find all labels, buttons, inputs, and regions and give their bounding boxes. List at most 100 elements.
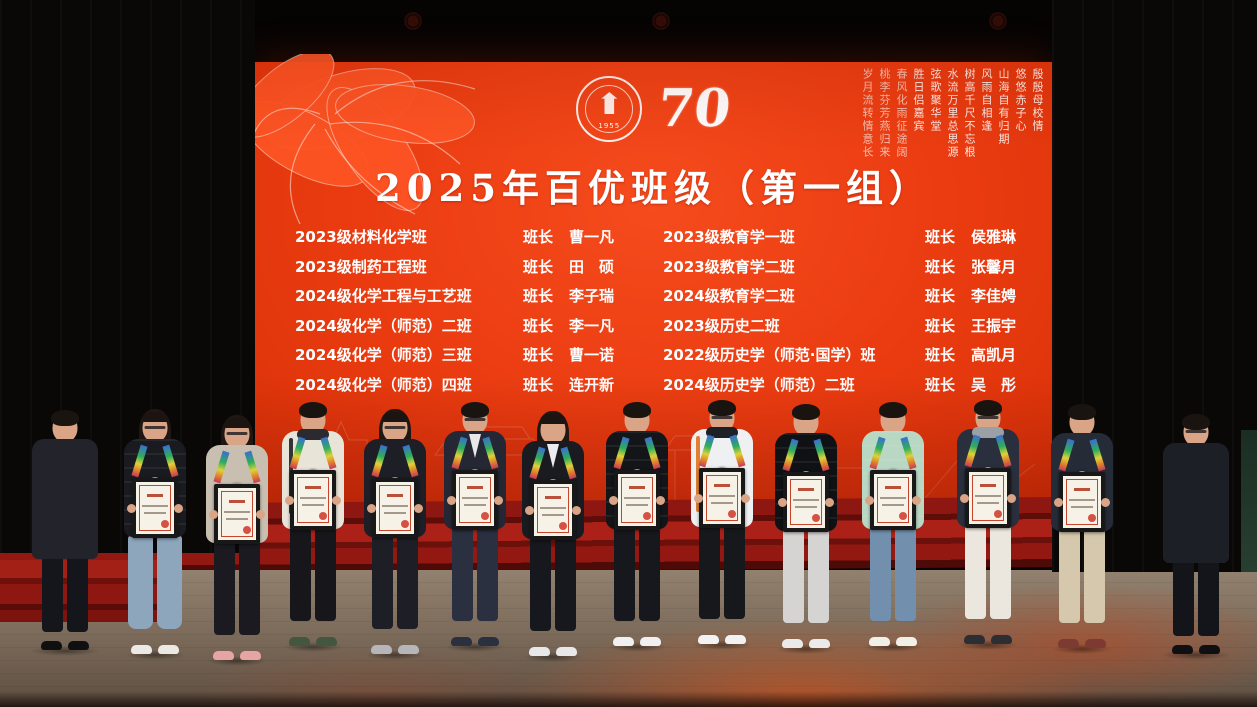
role-label: 班长 (925, 375, 956, 394)
shoe (1058, 639, 1079, 648)
shoe (131, 645, 152, 654)
glasses (226, 432, 248, 435)
role-label: 班长 (925, 228, 956, 247)
monitor-name: 李子瑞 (569, 287, 615, 306)
collar (297, 429, 329, 440)
hand (127, 504, 136, 513)
certificate (290, 470, 336, 530)
poem-column: 春风化雨征途阔 (895, 68, 908, 159)
pants (614, 527, 635, 621)
pants (214, 541, 235, 635)
class-name: 2024级历史学（师范）二班 (663, 375, 855, 394)
hand (1101, 498, 1110, 507)
shoe (158, 645, 179, 654)
role-label: 班长 (925, 346, 956, 365)
class-name: 2024级化学工程与工艺班 (295, 287, 472, 306)
hand (1007, 494, 1016, 503)
monitor-name: 田 硕 (569, 257, 615, 276)
pants (128, 535, 153, 629)
student-with-certificate (952, 394, 1024, 650)
shoe (640, 637, 661, 646)
shoe (991, 635, 1012, 644)
hair (461, 402, 489, 418)
hoodie-collar (972, 427, 1004, 438)
poem-column: 岁月流转情意长 (861, 68, 874, 159)
class-row: 2022级历史学（师范·国学）班 班长 高凯月 (663, 340, 1049, 370)
hand (912, 496, 921, 505)
class-name: 2022级历史学（师范·国学）班 (663, 346, 876, 365)
hand (447, 496, 456, 505)
hand (256, 510, 265, 519)
poem-column: 风雨自相逢 (980, 68, 993, 133)
hand (609, 496, 618, 505)
class-row: 2024级化学（师范）三班 班长 曹一诺 (295, 340, 625, 370)
jacket-stripe (696, 436, 700, 512)
hand (332, 496, 341, 505)
role-label: 班长 (925, 287, 956, 306)
hand (414, 504, 423, 513)
monitor-name: 李一凡 (569, 316, 615, 335)
pants (724, 525, 745, 619)
hand (209, 510, 218, 519)
ceiling-medallion (400, 8, 426, 34)
poem-column: 山海自有归期 (997, 68, 1010, 146)
student-with-certificate (439, 396, 511, 652)
hand (825, 498, 834, 507)
hair (708, 400, 736, 416)
hand (778, 498, 787, 507)
student-with-certificate (119, 404, 191, 660)
pants (239, 541, 260, 635)
glasses (711, 416, 733, 419)
pants (157, 535, 182, 629)
ceiling-medallion (985, 8, 1011, 34)
certificate (372, 478, 418, 538)
monitor-name: 曹一凡 (569, 228, 615, 247)
hair-fringe (142, 412, 168, 422)
class-name: 2024级化学（师范）三班 (295, 346, 472, 365)
certificate-paper (456, 474, 494, 526)
pants (1084, 529, 1105, 623)
class-name: 2024级教育学二班 (663, 287, 795, 306)
class-row: 2024级历史学（师范）二班 班长吴 彤 (663, 370, 1049, 400)
pants (42, 556, 63, 632)
certificate-paper (618, 474, 656, 526)
class-row: 2024级化学（师范）四班 班长 连开新 (295, 370, 625, 400)
flower-graphic (245, 54, 476, 225)
certificate (452, 470, 498, 530)
class-row: 2024级化学（师范）二班 班长 李一凡 (295, 311, 625, 341)
hair (623, 402, 651, 418)
shoe (725, 635, 746, 644)
pants (555, 537, 576, 631)
certificate (870, 470, 916, 530)
pants (67, 556, 88, 632)
shoe (964, 635, 985, 644)
hair (1182, 414, 1210, 430)
suit-jacket (1163, 443, 1229, 563)
monitor-name: 吴 彤 (971, 375, 1017, 394)
class-name: 2023级教育学二班 (663, 257, 795, 276)
certificate (965, 468, 1011, 528)
shoe (698, 635, 719, 644)
certificate-paper (1063, 476, 1101, 528)
hair (974, 400, 1002, 416)
role-label: 班长 (925, 257, 956, 276)
hair-fringe (540, 414, 566, 424)
hand (494, 496, 503, 505)
screen-title: 2025年百优班级（第一组） (375, 166, 932, 210)
shoe (809, 639, 830, 648)
monitor-name: 李佳娉 (971, 287, 1017, 306)
shoe (68, 641, 89, 650)
hair (299, 402, 327, 418)
pants (397, 535, 418, 629)
glasses (977, 416, 999, 419)
pants (1059, 529, 1080, 623)
poem-column: 殷殷母校情 (1031, 68, 1044, 133)
hair-fringe (224, 418, 250, 428)
vertical-poem: 岁月流转情意长 桃李芬芳燕归来 春风化雨征途阔 胜日侣嘉宾 弦歌聚华堂 水流万里… (860, 68, 1044, 172)
student-with-certificate (686, 394, 758, 650)
pants (372, 535, 393, 629)
hair (879, 402, 907, 418)
shoe (1085, 639, 1106, 648)
seal-year: 1955 (598, 122, 621, 130)
